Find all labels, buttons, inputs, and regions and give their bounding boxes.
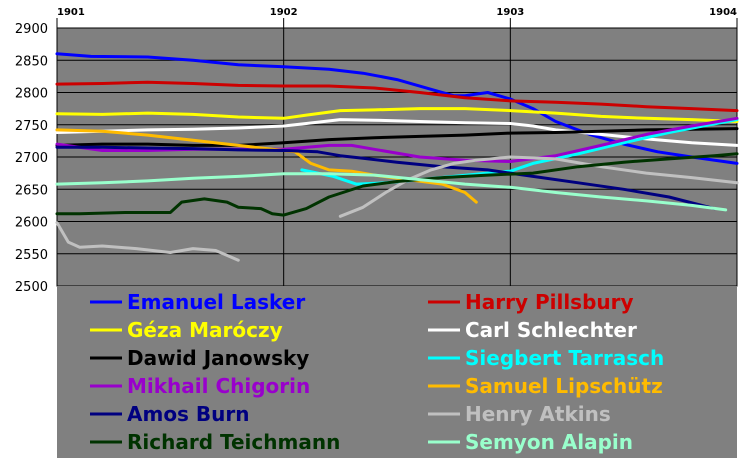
legend-label: Semyon Alapin (465, 430, 633, 454)
x-tick-label: 1904 (709, 7, 737, 18)
legend-label: Richard Teichmann (127, 430, 340, 454)
y-tick-label: 2700 (15, 151, 48, 166)
legend-label: Henry Atkins (465, 402, 611, 426)
y-tick-label: 2800 (15, 87, 48, 102)
series-line-3 (55, 118, 739, 147)
legend-label: Géza Maróczy (127, 318, 283, 342)
x-tick-label: 1902 (270, 7, 298, 18)
y-tick-label: 2650 (15, 183, 48, 198)
y-tick-label: 2850 (15, 54, 48, 69)
legend-label: Harry Pillsbury (465, 290, 634, 314)
x-tick-label: 1903 (496, 7, 524, 18)
grid-lines (56, 27, 738, 287)
series-line-11 (55, 152, 739, 217)
legend-box (57, 286, 737, 458)
legend-label: Siegbert Tarrasch (465, 346, 664, 370)
series-line-2 (55, 107, 739, 123)
series-lines (55, 52, 739, 262)
y-axis-ticks: 2500 2550 2600 2650 2700 2750 2800 2850 2900 (15, 22, 48, 295)
y-tick-label: 2550 (15, 248, 48, 263)
series-line-4 (55, 127, 739, 147)
legend: Emanuel Lasker Harry Pillsbury Géza Marócz… (90, 290, 664, 454)
series-line-10 (338, 155, 739, 218)
x-axis-ticks: 1901 1902 1903 1904 (56, 7, 738, 28)
series-line-7 (55, 128, 478, 204)
series-line-9 (55, 221, 240, 262)
x-tick-label: 1901 (57, 7, 85, 18)
series-line-12 (55, 172, 728, 212)
legend-label: Emanuel Lasker (127, 290, 305, 314)
legend-label: Carl Schlechter (465, 318, 637, 342)
legend-label: Dawid Janowsky (127, 346, 309, 370)
y-tick-label: 2600 (15, 216, 48, 231)
series-line-8 (55, 145, 716, 211)
series-line-5 (300, 118, 739, 186)
y-tick-label: 2500 (15, 280, 48, 295)
legend-label: Samuel Lipschütz (465, 374, 663, 398)
legend-label: Amos Burn (127, 402, 250, 426)
series-line-1 (55, 80, 739, 113)
y-tick-label: 2900 (15, 22, 48, 37)
legend-label: Mikhail Chigorin (127, 374, 310, 398)
y-tick-label: 2750 (15, 119, 48, 134)
